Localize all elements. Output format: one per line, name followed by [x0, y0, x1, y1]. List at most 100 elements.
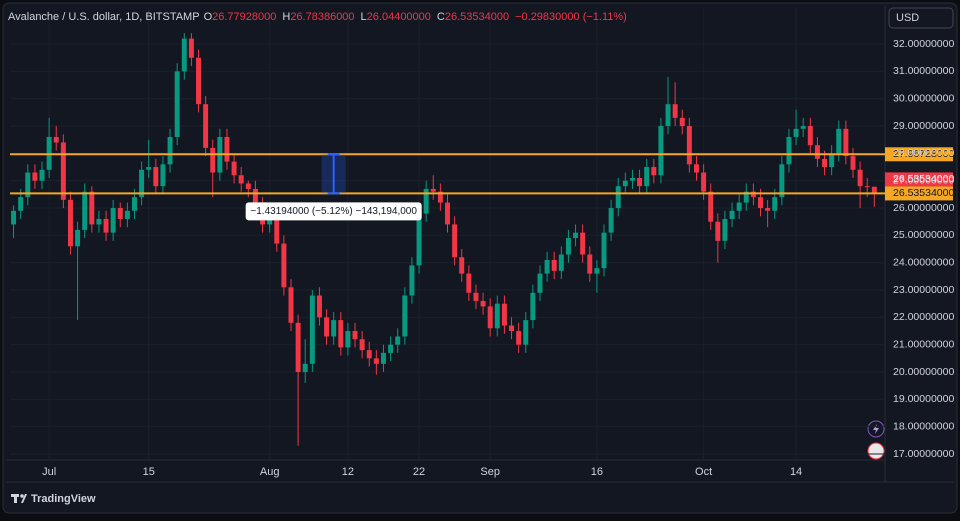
overlay: 26.53534000 27.96728000 26.53534000 −1.4319… — [10, 147, 954, 221]
legend-value: 26.78386000 — [290, 11, 354, 23]
candle-body — [459, 257, 465, 274]
candle-body — [11, 210, 17, 225]
candle-body — [686, 126, 692, 165]
logo-shape — [14, 494, 17, 503]
candle-body — [416, 213, 422, 266]
candle-body — [366, 350, 372, 359]
candle-body — [316, 295, 322, 318]
candle-body — [231, 161, 237, 176]
candle-body — [302, 363, 308, 373]
x-tick-label: Jul — [42, 466, 56, 478]
x-tick-label: 22 — [413, 466, 425, 478]
y-tick-label: 26.00000000 — [893, 202, 954, 214]
logo-shape — [20, 494, 24, 498]
candle-body — [772, 197, 778, 211]
candle-body — [722, 218, 728, 241]
candle-body — [800, 126, 806, 129]
legend-key: C — [437, 11, 445, 23]
candle-body — [445, 202, 450, 225]
candle-body — [75, 229, 81, 247]
candle-body — [53, 136, 59, 143]
candle-body — [466, 273, 472, 293]
candle-body — [39, 169, 45, 181]
candle-body — [60, 142, 66, 200]
currency-label: USD — [896, 12, 919, 24]
candle-body — [765, 208, 771, 211]
candle-body — [96, 218, 102, 225]
candle-body — [309, 295, 315, 364]
candle-body — [67, 199, 73, 247]
candle-body — [338, 320, 344, 348]
candle-body — [146, 167, 152, 170]
candle-body — [871, 186, 877, 194]
candle-body — [516, 331, 522, 345]
candle-body — [715, 221, 721, 241]
candle-body — [452, 224, 458, 258]
candle-body — [537, 273, 543, 293]
candle-body — [18, 197, 24, 211]
currency-button[interactable] — [888, 7, 954, 29]
candle-body — [822, 158, 828, 168]
flag-icon[interactable] — [867, 442, 885, 460]
candle-body — [124, 210, 130, 219]
candle-body — [224, 136, 230, 162]
candle-body — [252, 188, 258, 206]
candle-body — [82, 191, 88, 230]
legend-key: O — [204, 11, 213, 23]
candle-body — [359, 339, 365, 351]
legend-change: −0.29830000 (−1.11%) — [515, 11, 627, 23]
candle-body — [402, 295, 408, 337]
candle-body — [814, 145, 820, 159]
line-price-tag — [885, 186, 953, 201]
candle-body — [658, 126, 664, 176]
candle-body — [281, 243, 287, 288]
candle-body — [836, 128, 842, 154]
x-tick-label: Sep — [480, 466, 500, 478]
candle-body — [487, 306, 493, 329]
candle-body — [807, 126, 813, 146]
x-tick-label: 15 — [143, 466, 155, 478]
y-tick-label: 25.00000000 — [893, 229, 954, 241]
candle-body — [210, 147, 216, 173]
candle-body — [729, 210, 735, 219]
candle-body — [494, 303, 500, 329]
legend-key: L — [361, 11, 367, 23]
candle-body — [558, 254, 564, 271]
candle-body — [423, 188, 429, 214]
candle-body — [708, 191, 714, 222]
candle-body — [701, 172, 707, 192]
candle-body — [779, 164, 785, 198]
legend-key: H — [282, 11, 290, 23]
candle-body — [637, 177, 643, 187]
candle-body — [103, 218, 109, 233]
candle-body — [864, 186, 870, 188]
candle-body — [245, 183, 251, 189]
x-tick-label: 16 — [591, 466, 603, 478]
candle-body — [153, 167, 159, 187]
candle-body — [587, 254, 593, 274]
candle-body — [324, 317, 330, 337]
y-tick-label: 30.00000000 — [893, 93, 954, 105]
candle-body — [580, 232, 586, 255]
candle-body — [644, 167, 650, 187]
logo-shape — [21, 494, 27, 503]
y-tick-label: 19.00000000 — [893, 393, 954, 405]
candle-body — [437, 191, 443, 203]
y-tick-label: 21.00000000 — [893, 338, 954, 350]
candle-body — [551, 259, 557, 271]
candle-body — [409, 265, 415, 296]
candle-body — [601, 232, 607, 269]
candle-body — [786, 136, 792, 165]
line-price-tag — [885, 147, 953, 162]
candle-body — [594, 268, 600, 274]
candle-body — [480, 300, 486, 307]
y-tick-label: 20.00000000 — [893, 366, 954, 378]
y-tick-label: 23.00000000 — [893, 284, 954, 296]
candle-body — [629, 177, 635, 181]
candle-body — [331, 320, 337, 337]
candle-body — [167, 136, 173, 165]
candle-body — [509, 325, 515, 332]
y-tick-label: 31.00000000 — [893, 65, 954, 77]
candle-body — [793, 128, 799, 137]
candle-body — [608, 208, 614, 233]
